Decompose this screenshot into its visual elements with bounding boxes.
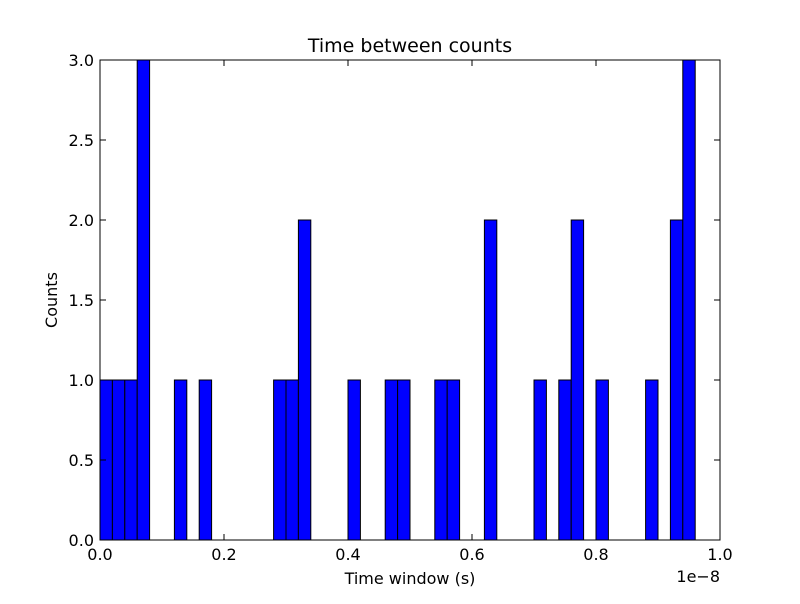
histogram-bar-17	[570, 219, 585, 541]
histogram-bar-19	[645, 379, 659, 541]
x-tick-label-1: 0.2	[211, 545, 236, 564]
y-tick-label-4: 2.0	[69, 211, 94, 230]
x-tick-label-4: 0.8	[583, 545, 608, 564]
histogram-bar-20	[669, 219, 684, 541]
histogram-bar-2	[124, 379, 138, 541]
y-tick-label-0: 0.0	[69, 531, 94, 550]
axis-tick-labels: 0.0 0.2 0.4 0.6 0.8 1.0 0.0 0.5 1.0 1.5 2.0 2.5 3.0	[69, 51, 733, 564]
chart-title: Time between counts	[307, 35, 512, 57]
y-tick-label-3: 1.5	[69, 291, 94, 310]
histogram-bar-15	[533, 379, 547, 541]
histogram-bar-12	[434, 379, 448, 541]
histogram-bar-6	[273, 379, 287, 541]
histogram-bar-16	[558, 379, 572, 541]
histogram-bar-3	[136, 59, 151, 541]
axis-ticks	[99, 59, 721, 541]
y-tick-label-6: 3.0	[69, 51, 94, 70]
histogram-bar-4	[173, 379, 188, 541]
histogram-bar-10	[384, 379, 399, 541]
histogram-bar-18	[595, 379, 609, 541]
histogram-bar-1	[111, 379, 126, 541]
histogram-bar-5	[198, 379, 213, 541]
histogram-bar-14	[483, 219, 498, 541]
x-tick-label-5: 1.0	[707, 545, 732, 564]
y-tick-label-2: 1.0	[69, 371, 94, 390]
histogram-bar-9	[347, 379, 361, 541]
histogram-bar-11	[397, 379, 411, 541]
histogram-bar-7	[285, 379, 299, 541]
x-tick-label-2: 0.4	[335, 545, 360, 564]
y-tick-label-1: 0.5	[69, 451, 94, 470]
x-tick-label-0: 0.0	[87, 545, 112, 564]
histogram-bar-8	[297, 219, 312, 541]
y-axis-label: Counts	[42, 272, 61, 328]
histogram-bars	[99, 59, 696, 541]
x-axis-offset-label: 1e−8	[676, 567, 720, 586]
x-axis-label: Time window (s)	[344, 569, 476, 588]
histogram-bar-13	[446, 379, 461, 541]
x-tick-label-3: 0.6	[459, 545, 484, 564]
histogram-bar-21	[682, 59, 696, 541]
y-tick-label-5: 2.5	[69, 131, 94, 150]
